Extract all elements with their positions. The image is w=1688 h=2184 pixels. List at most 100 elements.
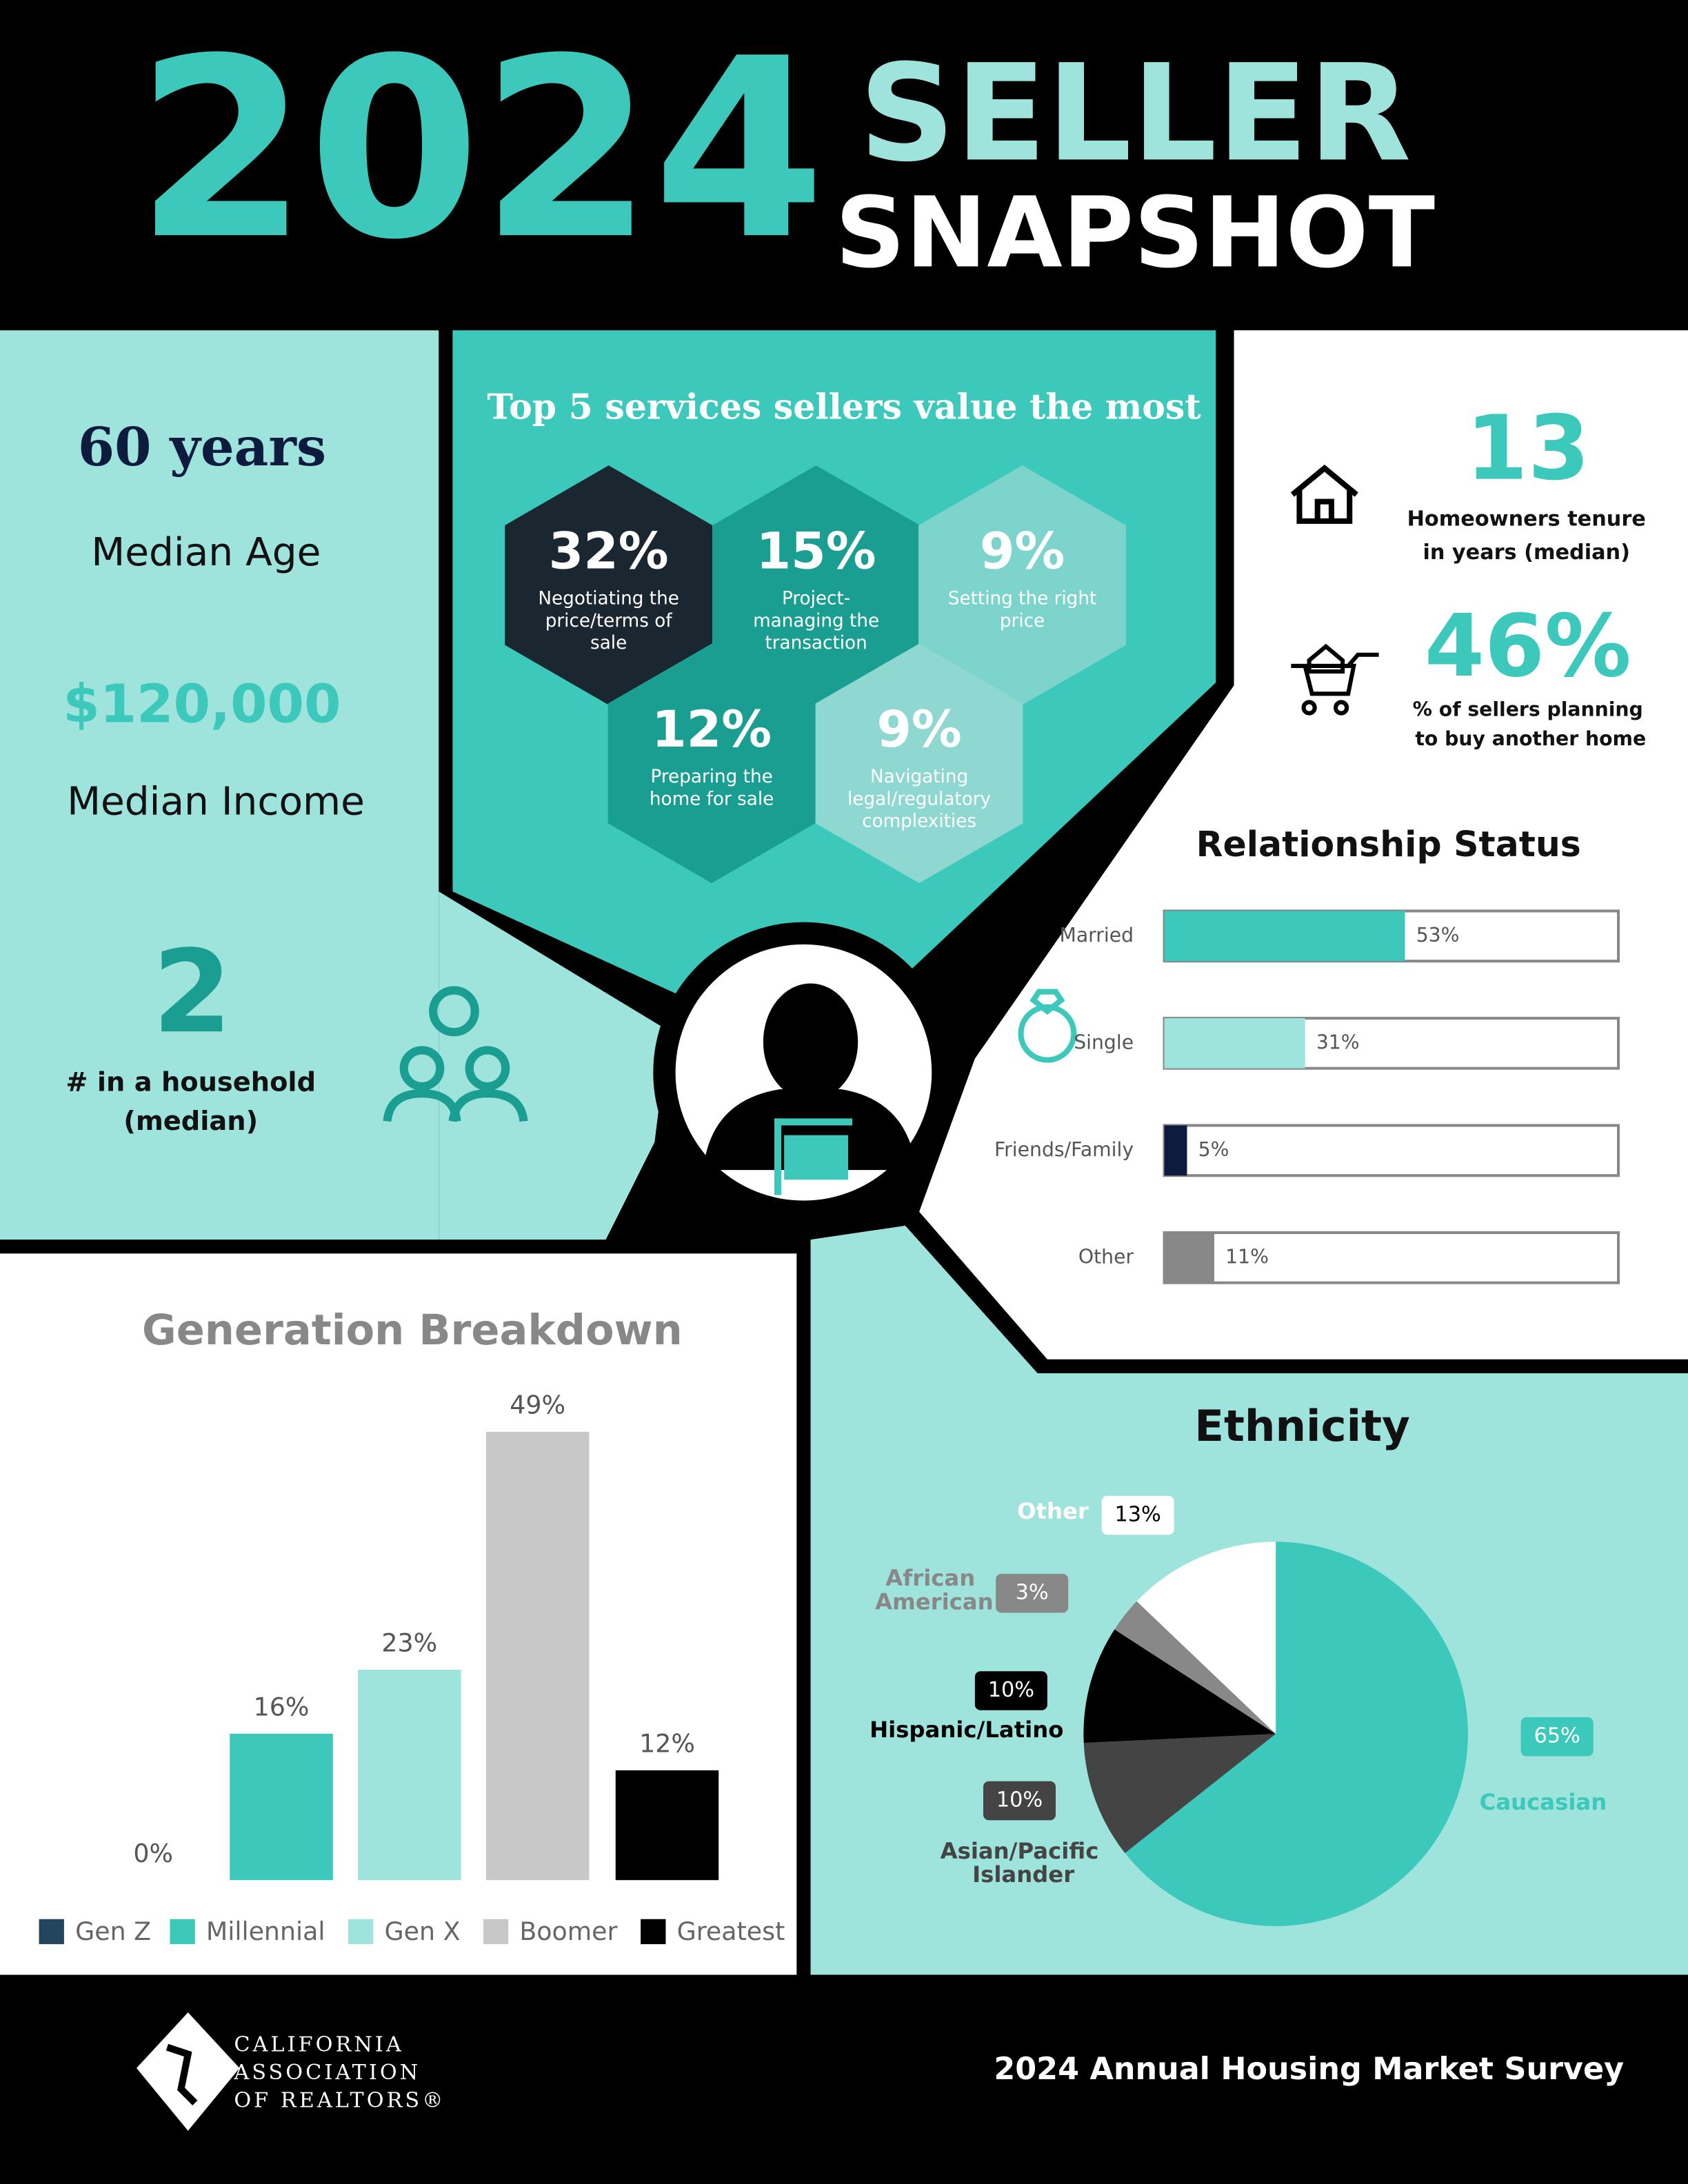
service-value: 9%	[876, 701, 961, 759]
bar	[1164, 1233, 1214, 1283]
stat-label: Median Income	[67, 780, 365, 825]
value-label: 13%	[1115, 1503, 1161, 1527]
value-label: 53%	[1416, 924, 1460, 947]
service-hexagon	[505, 465, 713, 705]
service-hexagon	[712, 465, 921, 705]
value-label: 0%	[133, 1839, 173, 1868]
category-label: Married	[1059, 924, 1134, 947]
bar-frame	[1163, 1124, 1620, 1177]
pie-slice	[1083, 1629, 1276, 1743]
title-line: SELLER	[859, 35, 1411, 191]
slice-label: Caucasian	[1480, 1789, 1607, 1815]
legend-swatch	[170, 1919, 195, 1945]
legend-swatch	[348, 1919, 374, 1945]
value-tag	[983, 1781, 1056, 1821]
bar	[1164, 1018, 1305, 1069]
logo	[136, 2012, 240, 2131]
house-icon	[1290, 464, 1358, 524]
stat-label: (median)	[123, 1106, 258, 1137]
service-label: Project-	[782, 588, 850, 609]
pie-slice	[1114, 1601, 1276, 1735]
service-value: 9%	[980, 523, 1065, 580]
service-label: sale	[590, 633, 627, 654]
service-label: complexities	[862, 811, 976, 832]
bar	[358, 1669, 461, 1881]
org-name: CALIFORNIA	[234, 2033, 403, 2057]
value-label: 16%	[254, 1692, 310, 1721]
service-label: price	[1000, 611, 1045, 631]
value-label: 5%	[1198, 1138, 1229, 1161]
cart-icon	[1291, 643, 1379, 716]
chart-title: Ethnicity	[1194, 1401, 1410, 1451]
bar	[230, 1733, 333, 1881]
chart-title: Generation Breakdown	[142, 1306, 683, 1355]
value-tag	[1101, 1495, 1174, 1535]
legend-label: Millennial	[206, 1917, 325, 1946]
value-label: 10%	[996, 1788, 1043, 1812]
org-name: OF REALTORS®	[234, 2088, 445, 2112]
value-label: 49%	[510, 1390, 565, 1419]
service-label: Navigating	[870, 767, 968, 787]
stat-label: to buy another home	[1415, 727, 1646, 750]
stat-label: # in a household	[66, 1066, 316, 1098]
slice-label: Other	[1017, 1498, 1089, 1524]
year: 2024	[136, 5, 826, 294]
pie-slice	[1136, 1541, 1276, 1735]
service-label: price/terms of	[545, 611, 673, 631]
left-panel	[0, 330, 439, 1240]
service-value: 32%	[549, 523, 669, 580]
bar	[615, 1770, 719, 1881]
left-panel-lower	[0, 891, 669, 1240]
org-name: ASSOCIATION	[233, 2061, 421, 2085]
seller-icon	[703, 983, 917, 1195]
pie-slice	[1125, 1541, 1468, 1926]
slice-label: Asian/Pacific Islander	[941, 1838, 1099, 1888]
stat-value: 13	[1466, 397, 1590, 501]
value-label: 10%	[988, 1678, 1034, 1702]
service-label: Setting the right	[948, 588, 1096, 609]
title-line: SNAPSHOT	[835, 176, 1435, 290]
legend-label: Gen X	[384, 1917, 460, 1946]
service-hexagon	[815, 643, 1023, 884]
service-hexagon	[607, 643, 816, 884]
ring-icon	[1018, 989, 1077, 1063]
family-icon	[383, 986, 528, 1122]
survey-name: 2024 Annual Housing Market Survey	[994, 2052, 1624, 2087]
service-label: legal/regulatory	[847, 789, 991, 809]
service-value: 15%	[756, 523, 876, 580]
service-value: 12%	[652, 701, 772, 759]
value-tag	[1520, 1717, 1594, 1757]
legend-label: Boomer	[519, 1917, 617, 1946]
value-label: 23%	[381, 1628, 437, 1658]
legend-swatch	[39, 1919, 64, 1945]
legend-swatch	[641, 1919, 666, 1945]
value-label: 65%	[1534, 1724, 1580, 1748]
legend-label: Gen Z	[75, 1917, 151, 1946]
stat-value: 2	[152, 926, 232, 1059]
service-label: Preparing the	[650, 767, 772, 787]
stat-label: Median Age	[91, 530, 321, 575]
bar	[485, 1431, 590, 1881]
category-label: Other	[1078, 1245, 1134, 1268]
stat-value: 46%	[1425, 596, 1631, 696]
services-title: Top 5 services sellers value the most	[487, 386, 1201, 427]
stat-value: $120,000	[63, 674, 341, 736]
stat-label: Homeowners tenure	[1407, 507, 1646, 531]
service-label: home for sale	[650, 789, 774, 809]
category-label: Friends/Family	[994, 1138, 1134, 1161]
stat-label: % of sellers planning	[1413, 698, 1643, 721]
service-hexagon	[918, 465, 1126, 705]
value-label: 3%	[1016, 1581, 1049, 1605]
value-tag	[974, 1671, 1047, 1710]
pie-slice	[1083, 1734, 1276, 1853]
bar	[1164, 1125, 1187, 1176]
value-label: 31%	[1316, 1031, 1360, 1053]
service-label: transaction	[765, 633, 867, 654]
service-label: managing the	[753, 611, 879, 631]
slice-label: Hispanic/Latino	[870, 1717, 1063, 1743]
legend-swatch	[483, 1919, 509, 1945]
right-panel	[919, 330, 1688, 1359]
stat-label: in years (median)	[1423, 540, 1630, 565]
bar	[1164, 911, 1405, 962]
